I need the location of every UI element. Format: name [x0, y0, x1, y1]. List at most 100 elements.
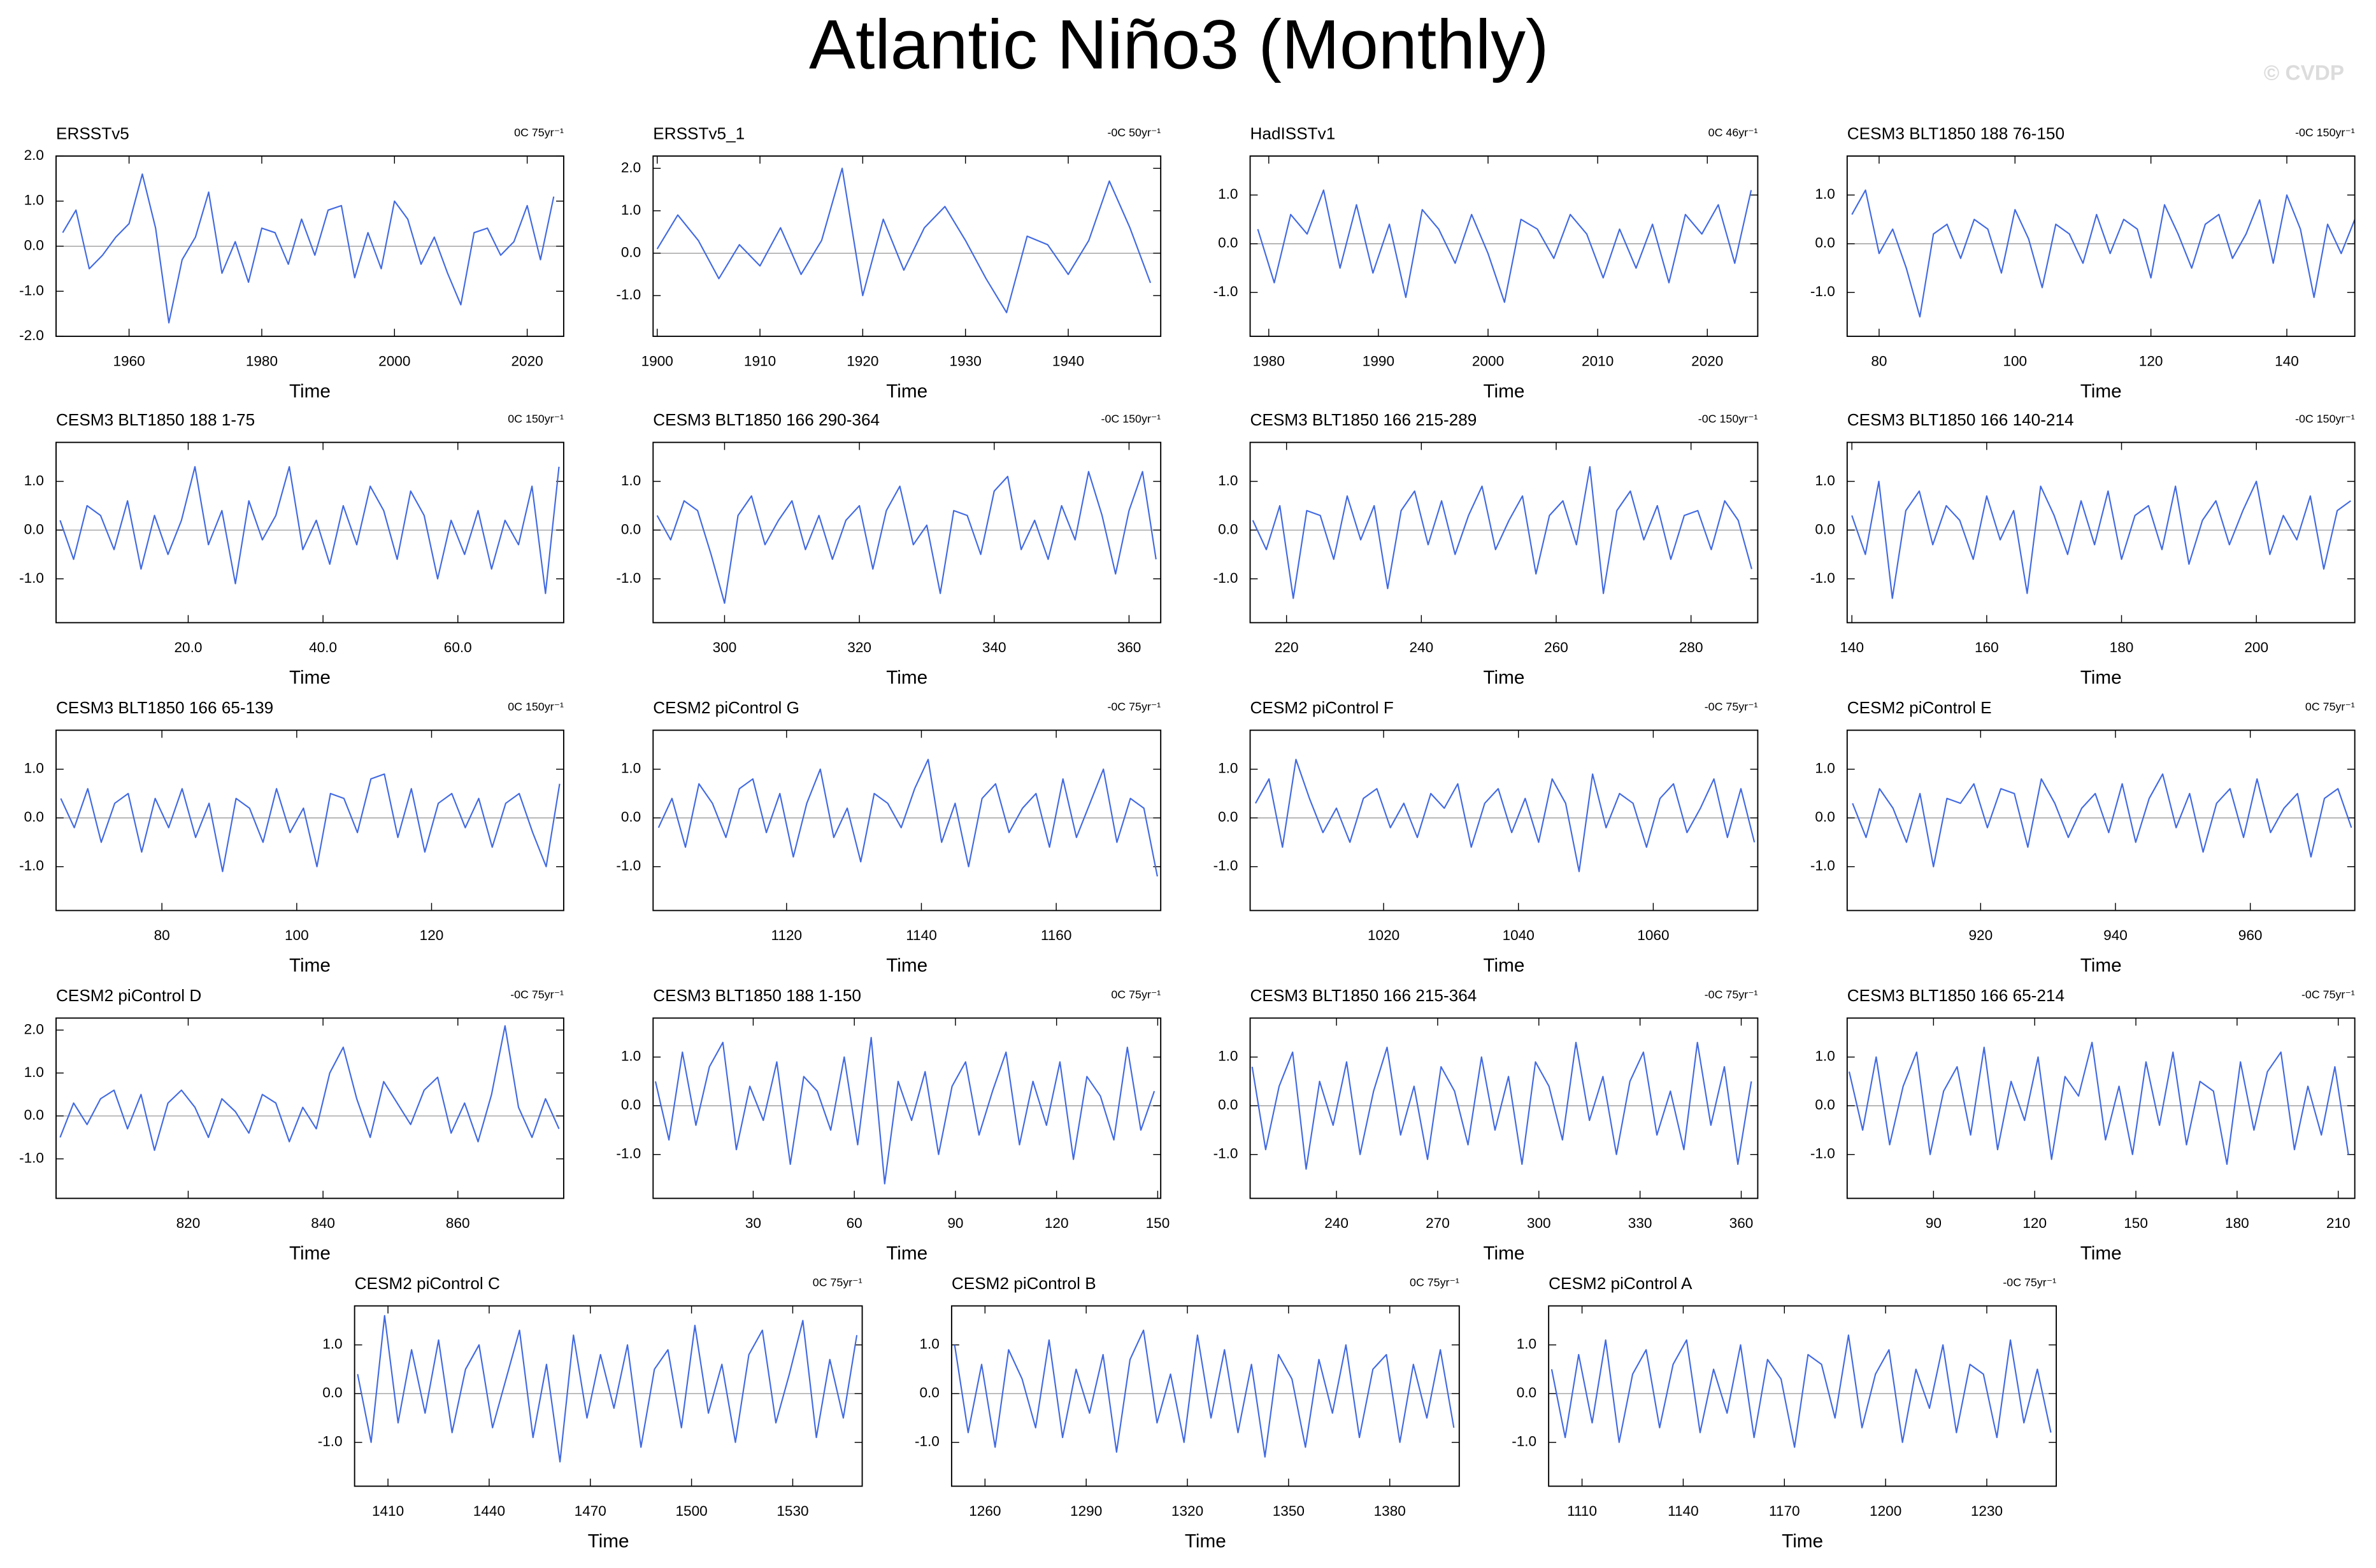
trend-label: -0C 150yr⁻¹ [2295, 413, 2355, 425]
x-axis-label: Time [2080, 381, 2122, 402]
x-tick-label: 1110 [1567, 1503, 1597, 1519]
y-tick-label: 1.0 [621, 473, 641, 488]
x-tick-label: 200 [2244, 639, 2268, 655]
trend-label: -0C 75yr⁻¹ [1705, 988, 1758, 1001]
x-tick-label: 1960 [113, 353, 145, 369]
panel: HadISSTv1 0C 46yr⁻¹ Time -1.0 0.0 1.0 1980 1990… [1213, 124, 1759, 402]
plot-frame [1846, 729, 2356, 911]
panel: CESM3 BLT1850 166 215-364 -0C 75yr⁻¹ Time -… [1213, 986, 1759, 1264]
y-tick-label: 1.0 [1815, 1048, 1835, 1064]
data-line [1257, 189, 1752, 303]
x-tick-label: 150 [2124, 1215, 2148, 1231]
x-axis-label: Time [1484, 955, 1525, 976]
y-tick-label: -1.0 [19, 1150, 44, 1166]
x-tick-label: 80 [1871, 353, 1887, 369]
x-tick-label: 120 [2022, 1215, 2047, 1231]
trend-label: -0C 75yr⁻¹ [1107, 701, 1161, 713]
trend-label: 0C 150yr⁻¹ [508, 413, 564, 425]
panel-title: ERSSTv5_1 [653, 124, 745, 143]
data-line [1252, 466, 1752, 599]
y-tick-label: 0.0 [1218, 1097, 1238, 1113]
x-axis-label: Time [588, 1530, 629, 1551]
y-tick-label: -1.0 [616, 287, 641, 303]
panel: CESM2 piControl F -0C 75yr⁻¹ Time -1.0 0.0 1.… [1213, 698, 1759, 976]
y-tick-label: 0.0 [1815, 1097, 1835, 1113]
x-tick-label: 940 [2103, 927, 2128, 943]
panel-title: CESM2 piControl A [1549, 1274, 1693, 1293]
panel-title: HadISSTv1 [1250, 124, 1336, 143]
x-tick-label: 2000 [378, 353, 410, 369]
x-tick-label: 1170 [1769, 1503, 1800, 1519]
x-axis-label: Time [289, 955, 331, 976]
x-tick-label: 1990 [1363, 353, 1394, 369]
y-tick-label: -1.0 [1810, 570, 1835, 586]
y-tick-label: -1.0 [616, 570, 641, 586]
panel-title: CESM3 BLT1850 188 1-75 [56, 410, 255, 429]
y-tick-label: 1.0 [24, 192, 44, 208]
plot-frame [1846, 155, 2356, 338]
x-tick-label: 1200 [1870, 1503, 1901, 1519]
panel-title: CESM3 BLT1850 188 76-150 [1847, 124, 2065, 143]
y-tick-label: -1.0 [1810, 858, 1835, 874]
y-tick-label: -1.0 [915, 1434, 940, 1450]
x-tick-label: 1910 [744, 353, 776, 369]
y-tick-label: -1.0 [1810, 283, 1835, 299]
y-tick-label: 2.0 [24, 1021, 44, 1037]
y-tick-label: 1.0 [24, 760, 44, 776]
panel: CESM3 BLT1850 166 140-214 -0C 150yr⁻¹ Time… [1810, 410, 2356, 688]
trend-label: -0C 75yr⁻¹ [2301, 988, 2355, 1001]
data-line [357, 1315, 858, 1463]
trend-label: -0C 75yr⁻¹ [510, 988, 564, 1001]
data-line [1851, 189, 2356, 318]
x-tick-label: 140 [1840, 639, 1864, 655]
x-tick-label: 1920 [847, 353, 878, 369]
x-tick-label: 2020 [1691, 353, 1723, 369]
panel: CESM2 piControl G -0C 75yr⁻¹ Time -1.0 0.0 1.… [616, 698, 1162, 976]
x-axis-label: Time [289, 381, 331, 402]
y-tick-label: 1.0 [1218, 760, 1238, 776]
x-tick-label: 30 [745, 1215, 761, 1231]
data-line [59, 466, 560, 594]
x-tick-label: 40.0 [309, 639, 337, 655]
panel-title: CESM3 BLT1850 166 65-139 [56, 698, 273, 717]
y-tick-label: -1.0 [19, 570, 44, 586]
y-tick-label: -1.0 [1213, 1146, 1238, 1162]
y-tick-label: -1.0 [19, 858, 44, 874]
y-tick-label: 1.0 [621, 760, 641, 776]
y-tick-label: 0.0 [621, 521, 641, 537]
y-tick-label: 0.0 [621, 809, 641, 825]
x-tick-label: 1380 [1374, 1503, 1406, 1519]
y-tick-label: -1.0 [1213, 858, 1238, 874]
panel-title: CESM2 piControl E [1847, 698, 1992, 717]
trend-label: -0C 150yr⁻¹ [1698, 413, 1758, 425]
x-tick-label: 120 [1045, 1215, 1069, 1231]
plot-frame [652, 441, 1162, 624]
panel-title: CESM3 BLT1850 166 215-364 [1250, 986, 1477, 1005]
panel: CESM3 BLT1850 166 65-139 0C 150yr⁻¹ Time -1… [19, 698, 564, 976]
x-axis-label: Time [289, 1243, 331, 1264]
x-tick-label: 270 [1426, 1215, 1450, 1231]
y-tick-label: -1.0 [1213, 570, 1238, 586]
panel: CESM2 piControl A -0C 75yr⁻¹ Time -1.0 0.0 1.… [1512, 1274, 2058, 1551]
x-tick-label: 340 [982, 639, 1006, 655]
y-tick-label: 1.0 [621, 1048, 641, 1064]
x-tick-label: 1930 [950, 353, 982, 369]
panel: CESM3 BLT1850 188 1-75 0C 150yr⁻¹ Time -1.0… [19, 410, 564, 688]
x-tick-label: 1530 [776, 1503, 808, 1519]
plot-frame [1249, 155, 1759, 338]
y-tick-label: 0.0 [621, 1097, 641, 1113]
trend-label: -0C 75yr⁻¹ [1705, 701, 1758, 713]
x-tick-label: 2000 [1472, 353, 1504, 369]
x-tick-label: 320 [847, 639, 871, 655]
y-tick-label: 0.0 [1218, 521, 1238, 537]
plot-frame [354, 1305, 863, 1487]
x-tick-label: 1900 [641, 353, 673, 369]
x-tick-label: 1140 [1668, 1503, 1699, 1519]
plot-frame [652, 155, 1162, 338]
y-tick-label: 0.0 [24, 1107, 44, 1123]
panel-title: CESM3 BLT1850 166 215-289 [1250, 410, 1477, 429]
data-line [1851, 480, 2351, 599]
y-tick-label: -1.0 [1810, 1146, 1835, 1162]
plot-frame [1846, 441, 2356, 624]
x-axis-label: Time [886, 955, 927, 976]
